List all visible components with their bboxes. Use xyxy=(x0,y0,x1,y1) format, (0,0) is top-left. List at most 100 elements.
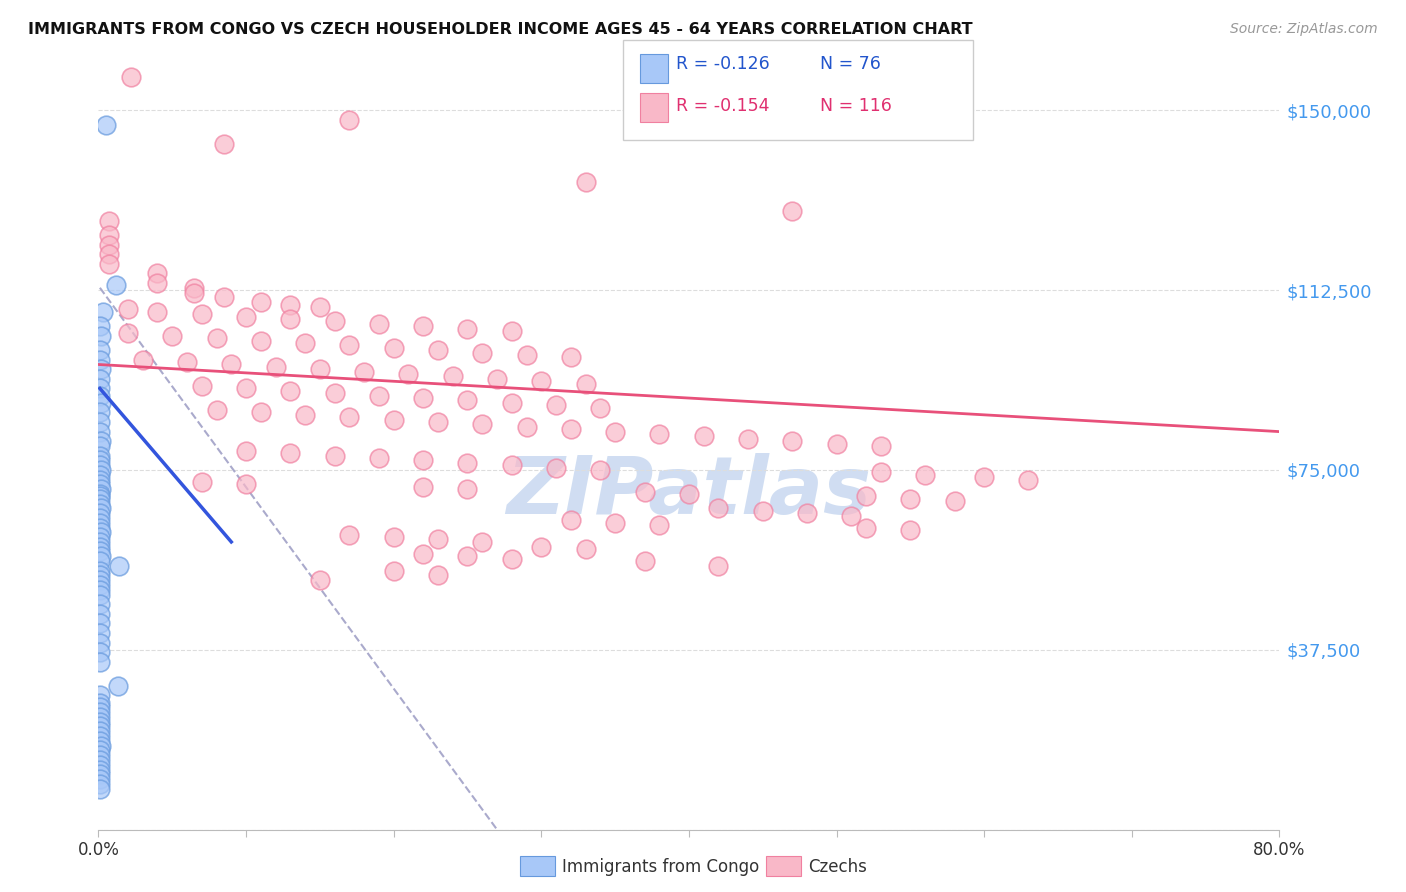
Point xyxy=(782,204,804,219)
Point xyxy=(89,449,111,463)
Point xyxy=(89,635,111,649)
Point xyxy=(89,467,111,482)
Point xyxy=(339,112,361,127)
Point xyxy=(825,436,848,450)
Point xyxy=(89,645,111,659)
Point xyxy=(89,743,111,757)
Point xyxy=(89,372,111,386)
Point xyxy=(89,477,111,491)
Point xyxy=(560,422,582,436)
Point xyxy=(97,213,120,227)
Point xyxy=(398,367,420,381)
Point xyxy=(89,506,111,520)
Text: R = -0.126: R = -0.126 xyxy=(676,55,770,73)
Point xyxy=(89,496,111,510)
Point xyxy=(89,582,111,597)
Point xyxy=(91,304,114,318)
Text: Czechs: Czechs xyxy=(808,858,868,876)
Point xyxy=(146,304,169,318)
Point xyxy=(412,391,434,405)
Point xyxy=(235,443,257,458)
Point xyxy=(309,362,332,376)
Point xyxy=(235,477,257,491)
Point xyxy=(89,530,111,544)
Point xyxy=(89,415,111,429)
Point xyxy=(412,547,434,561)
Point xyxy=(516,419,538,434)
Point xyxy=(89,564,111,578)
Point xyxy=(294,335,316,350)
Point xyxy=(89,516,111,530)
Point xyxy=(589,401,612,415)
Point xyxy=(427,533,450,547)
Point xyxy=(382,530,405,544)
Point xyxy=(146,276,169,290)
Point xyxy=(94,118,117,132)
Point xyxy=(205,403,228,417)
Point xyxy=(205,331,228,345)
Point xyxy=(412,319,434,334)
Point xyxy=(89,544,111,558)
Point xyxy=(89,473,111,487)
Point xyxy=(89,458,111,473)
Point xyxy=(90,362,112,376)
Point xyxy=(575,376,598,391)
Point xyxy=(89,729,111,743)
Point xyxy=(97,227,120,242)
Point xyxy=(89,710,111,724)
Point xyxy=(89,520,111,534)
Point xyxy=(90,463,112,477)
Point xyxy=(427,415,450,429)
Point xyxy=(89,696,111,710)
Point xyxy=(89,767,111,781)
Point xyxy=(89,757,111,772)
Point xyxy=(782,434,804,449)
Point xyxy=(309,573,332,587)
Point xyxy=(648,518,671,533)
Point xyxy=(900,491,922,506)
Point xyxy=(294,408,316,422)
Point xyxy=(89,389,111,403)
Point xyxy=(339,527,361,541)
Point xyxy=(796,506,818,520)
Point xyxy=(707,558,730,573)
Point xyxy=(90,434,112,449)
Point xyxy=(97,247,120,261)
Point xyxy=(546,460,568,475)
Point xyxy=(89,748,111,763)
Point xyxy=(89,511,111,525)
Point xyxy=(280,384,302,398)
Point xyxy=(221,358,243,372)
Point xyxy=(89,781,111,796)
Point xyxy=(90,525,112,540)
Point xyxy=(575,542,598,557)
Point xyxy=(457,393,479,408)
Point xyxy=(412,480,434,494)
Point xyxy=(89,607,111,621)
Point xyxy=(368,389,391,403)
Point xyxy=(89,578,111,592)
Point xyxy=(973,470,995,484)
Point xyxy=(89,734,111,748)
Point xyxy=(117,326,139,341)
Point xyxy=(89,540,111,554)
Point xyxy=(89,588,111,602)
Point xyxy=(1018,473,1040,487)
Point xyxy=(162,328,183,343)
Point xyxy=(737,432,759,446)
Point xyxy=(546,398,568,412)
Point xyxy=(382,564,405,578)
Point xyxy=(90,739,112,753)
Point xyxy=(353,365,375,379)
Point xyxy=(89,319,111,334)
Point xyxy=(870,439,893,453)
Point xyxy=(870,466,893,480)
Point xyxy=(89,772,111,787)
Point xyxy=(89,616,111,631)
Point xyxy=(575,175,598,189)
Point xyxy=(90,328,112,343)
Point xyxy=(191,307,214,321)
Point xyxy=(589,463,612,477)
Point xyxy=(89,719,111,733)
Point xyxy=(516,348,538,362)
